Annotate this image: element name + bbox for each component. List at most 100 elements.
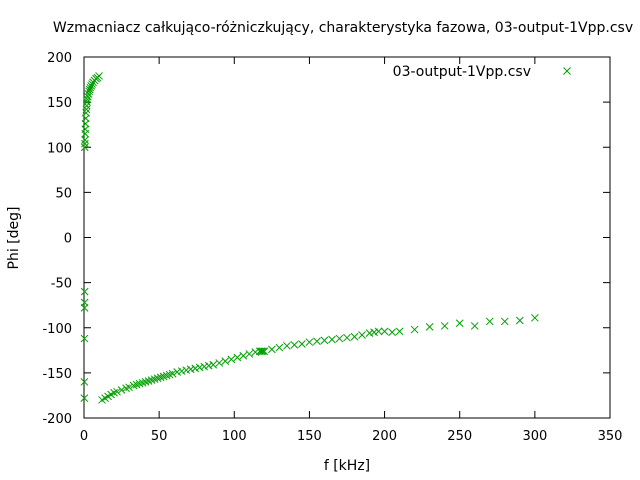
data-point — [358, 331, 366, 339]
x-tick-label: 150 — [297, 429, 322, 444]
data-point — [268, 345, 276, 354]
data-point — [313, 337, 321, 346]
data-point — [81, 139, 89, 148]
data-point — [343, 333, 351, 342]
data-point — [162, 371, 171, 380]
data-point — [86, 83, 95, 92]
y-tick-label: 100 — [47, 141, 72, 156]
data-point — [117, 386, 126, 394]
y-tick-label: -50 — [51, 277, 72, 292]
data-point — [215, 359, 224, 367]
x-tick-label: 0 — [80, 429, 88, 444]
y-tick-label: -100 — [42, 322, 72, 337]
x-axis: 0 50 100 150 200 250 300 350 — [80, 57, 623, 444]
data-point — [298, 340, 306, 348]
data-point — [88, 80, 96, 88]
legend-label: 03-output-1Vpp.csv — [393, 64, 531, 80]
data-point — [320, 336, 329, 345]
data-point — [380, 327, 389, 336]
data-point — [80, 287, 89, 296]
data-point — [95, 72, 103, 80]
data-point — [87, 82, 96, 90]
y-tick-label: 50 — [55, 186, 72, 201]
y-tick-label: 200 — [47, 51, 72, 66]
data-point — [305, 338, 314, 347]
data-point — [500, 317, 509, 326]
data-point — [80, 394, 89, 402]
data-point — [233, 353, 242, 362]
data-point — [258, 347, 267, 356]
plot-area-frame — [83, 56, 611, 419]
data-point — [186, 365, 195, 374]
data-point — [260, 347, 269, 356]
x-tick-label: 100 — [222, 429, 247, 444]
data-point — [531, 313, 539, 322]
data-point — [82, 101, 91, 110]
data-point — [153, 374, 162, 383]
x-axis-label: f [kHz] — [324, 458, 370, 474]
data-point — [440, 322, 449, 330]
data-point — [455, 319, 464, 328]
data-point — [257, 347, 266, 356]
legend: 03-output-1Vpp.csv — [393, 64, 571, 80]
x-tick-label: 250 — [447, 429, 472, 444]
data-point — [173, 368, 182, 376]
data-point — [335, 334, 344, 343]
data-point — [150, 375, 159, 384]
data-point — [144, 377, 153, 385]
data-point — [283, 341, 291, 350]
data-point — [425, 322, 434, 331]
data-point — [191, 364, 200, 373]
legend-marker-x — [563, 67, 571, 75]
x-tick-label: 200 — [372, 429, 397, 444]
chart-title: Wzmacniacz całkująco-różniczkujący, char… — [53, 20, 633, 36]
data-point — [135, 379, 144, 388]
data-series — [80, 72, 539, 404]
data-point — [239, 351, 248, 360]
data-point — [328, 335, 336, 344]
x-tick-label: 350 — [598, 429, 623, 444]
y-axis: -200 -150 -100 -50 0 50 100 150 200 — [42, 51, 610, 427]
data-point — [129, 381, 138, 390]
data-point — [388, 328, 396, 337]
data-point — [395, 327, 404, 336]
data-point — [80, 143, 89, 152]
data-point — [165, 370, 174, 379]
data-point — [200, 362, 209, 371]
data-point — [159, 372, 168, 381]
data-point — [195, 363, 204, 372]
data-point — [80, 298, 89, 307]
data-point — [370, 328, 378, 337]
data-point — [177, 367, 186, 375]
data-point — [125, 383, 133, 392]
data-point — [410, 325, 419, 334]
data-point — [182, 366, 191, 375]
data-point — [138, 378, 147, 387]
data-point — [84, 90, 93, 98]
data-point — [168, 369, 177, 378]
data-point — [113, 387, 121, 396]
data-point — [485, 317, 494, 326]
y-tick-label: -200 — [42, 412, 72, 427]
data-point — [350, 332, 359, 341]
data-point — [204, 361, 213, 370]
data-point — [82, 109, 90, 117]
data-point — [80, 378, 89, 386]
data-point — [122, 384, 130, 393]
y-tick-label: 0 — [64, 232, 72, 247]
data-point — [245, 350, 254, 358]
data-point — [275, 343, 284, 352]
data-point — [221, 357, 230, 365]
x-tick-label: 50 — [151, 429, 168, 444]
data-point — [81, 136, 89, 144]
data-point — [82, 105, 91, 114]
data-point — [374, 327, 383, 336]
y-tick-label: -150 — [42, 367, 72, 382]
data-point — [110, 388, 118, 397]
data-point — [470, 322, 479, 330]
y-tick-label: 150 — [47, 96, 72, 111]
data-point — [147, 376, 156, 384]
data-point — [132, 380, 141, 389]
x-tick-label: 300 — [522, 429, 547, 444]
